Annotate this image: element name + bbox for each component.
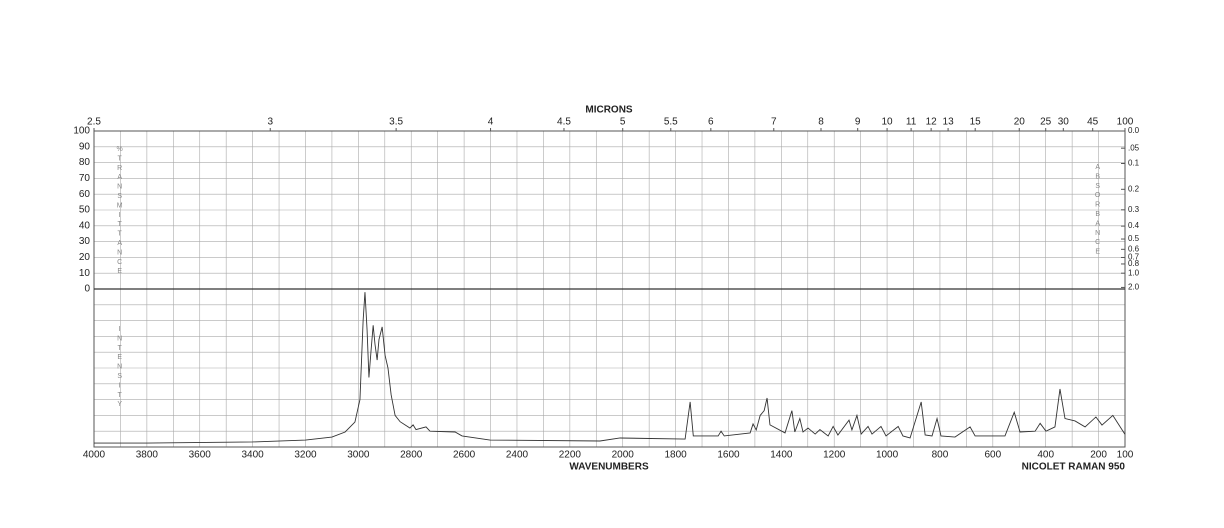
x-axis-title: WAVENUMBERS [569,462,649,473]
y2-tick-label: 0.4 [1128,221,1140,230]
x-tick-label: 1200 [823,450,846,461]
y-tick-label: 50 [79,205,91,216]
x2-tick-label: 3.5 [389,117,403,128]
x2-tick-label: 20 [1014,117,1026,128]
y2-tick-label: 0.2 [1128,184,1140,193]
y-tick-label: 30 [79,236,91,247]
y-tick-label: 10 [79,268,91,279]
x2-tick-label: 5.5 [664,117,678,128]
x-tick-label: 3600 [189,450,212,461]
x2-tick-label: 3 [267,117,273,128]
y-tick-label: 40 [79,220,91,231]
spectrum-line [94,292,1126,444]
y-tick-label: 100 [73,126,90,137]
x2-tick-label: 4.5 [557,117,571,128]
x2-tick-label: 5 [620,117,626,128]
y-tick-label: 20 [79,252,91,263]
top-axis-title: MICRONS [585,105,633,116]
x-tick-label: 1400 [770,450,793,461]
y-tick-label: 80 [79,157,91,168]
x-tick-label: 4000 [83,450,106,461]
x-tick-label: 600 [984,450,1001,461]
y2-tick-label: 0.0 [1128,126,1140,135]
x-tick-label: 3000 [347,450,370,461]
x2-tick-label: 12 [926,117,938,128]
y-tick-label: 70 [79,173,91,184]
y2-tick-label: 0.5 [1128,234,1140,243]
x2-tick-label: 100 [1117,117,1134,128]
y2-tick-label: 1.0 [1128,268,1140,277]
y2-tick-label: 0.6 [1128,244,1140,253]
y2-tick-label: 2.0 [1128,283,1140,292]
x-tick-label: 3200 [294,450,317,461]
x-tick-label: 800 [932,450,949,461]
y2-tick-label: 0.3 [1128,205,1140,214]
x-tick-label: 2800 [400,450,423,461]
x2-tick-label: 2.5 [87,117,101,128]
y-tick-label: 0 [84,284,90,295]
x2-tick-label: 15 [970,117,982,128]
x2-tick-label: 8 [818,117,824,128]
x2-tick-label: 4 [488,117,494,128]
x-tick-label: 1800 [664,450,687,461]
x2-tick-label: 30 [1058,117,1070,128]
x2-tick-label: 7 [771,117,777,128]
x2-tick-label: 9 [855,117,861,128]
y2-tick-label: 0.8 [1128,259,1140,268]
intensity-axis-title: INTENSITY [116,326,123,411]
y2-tick-label: 0.7 [1128,253,1140,262]
y-tick-label: 60 [79,189,91,200]
x-tick-label: 2000 [612,450,635,461]
x2-tick-label: 11 [906,117,917,128]
x-tick-label: 2400 [506,450,529,461]
y2-axis-title: ABSORBANCE [1094,164,1101,258]
x-tick-label: 3400 [241,450,264,461]
x-tick-label: 1000 [876,450,899,461]
x-tick-label: 2600 [453,450,476,461]
y2-tick-label: 0.1 [1128,159,1140,168]
x-tick-label: 100 [1117,450,1134,461]
x2-tick-label: 25 [1040,117,1052,128]
x-tick-label: 3800 [136,450,159,461]
y-tick-label: 90 [79,141,91,152]
x2-tick-label: 13 [943,117,955,128]
x2-tick-label: 10 [882,117,894,128]
x-tick-label: 400 [1037,450,1054,461]
x-tick-label: 200 [1090,450,1107,461]
y-axis-title: %TRANSMITTANCE [116,146,123,278]
instrument-label: NICOLET RAMAN 950 [1022,462,1126,473]
x-tick-label: 1600 [717,450,740,461]
y2-tick-label: .05 [1128,143,1140,152]
x2-tick-label: 6 [708,117,714,128]
x2-tick-label: 45 [1087,117,1099,128]
x-tick-label: 2200 [559,450,582,461]
